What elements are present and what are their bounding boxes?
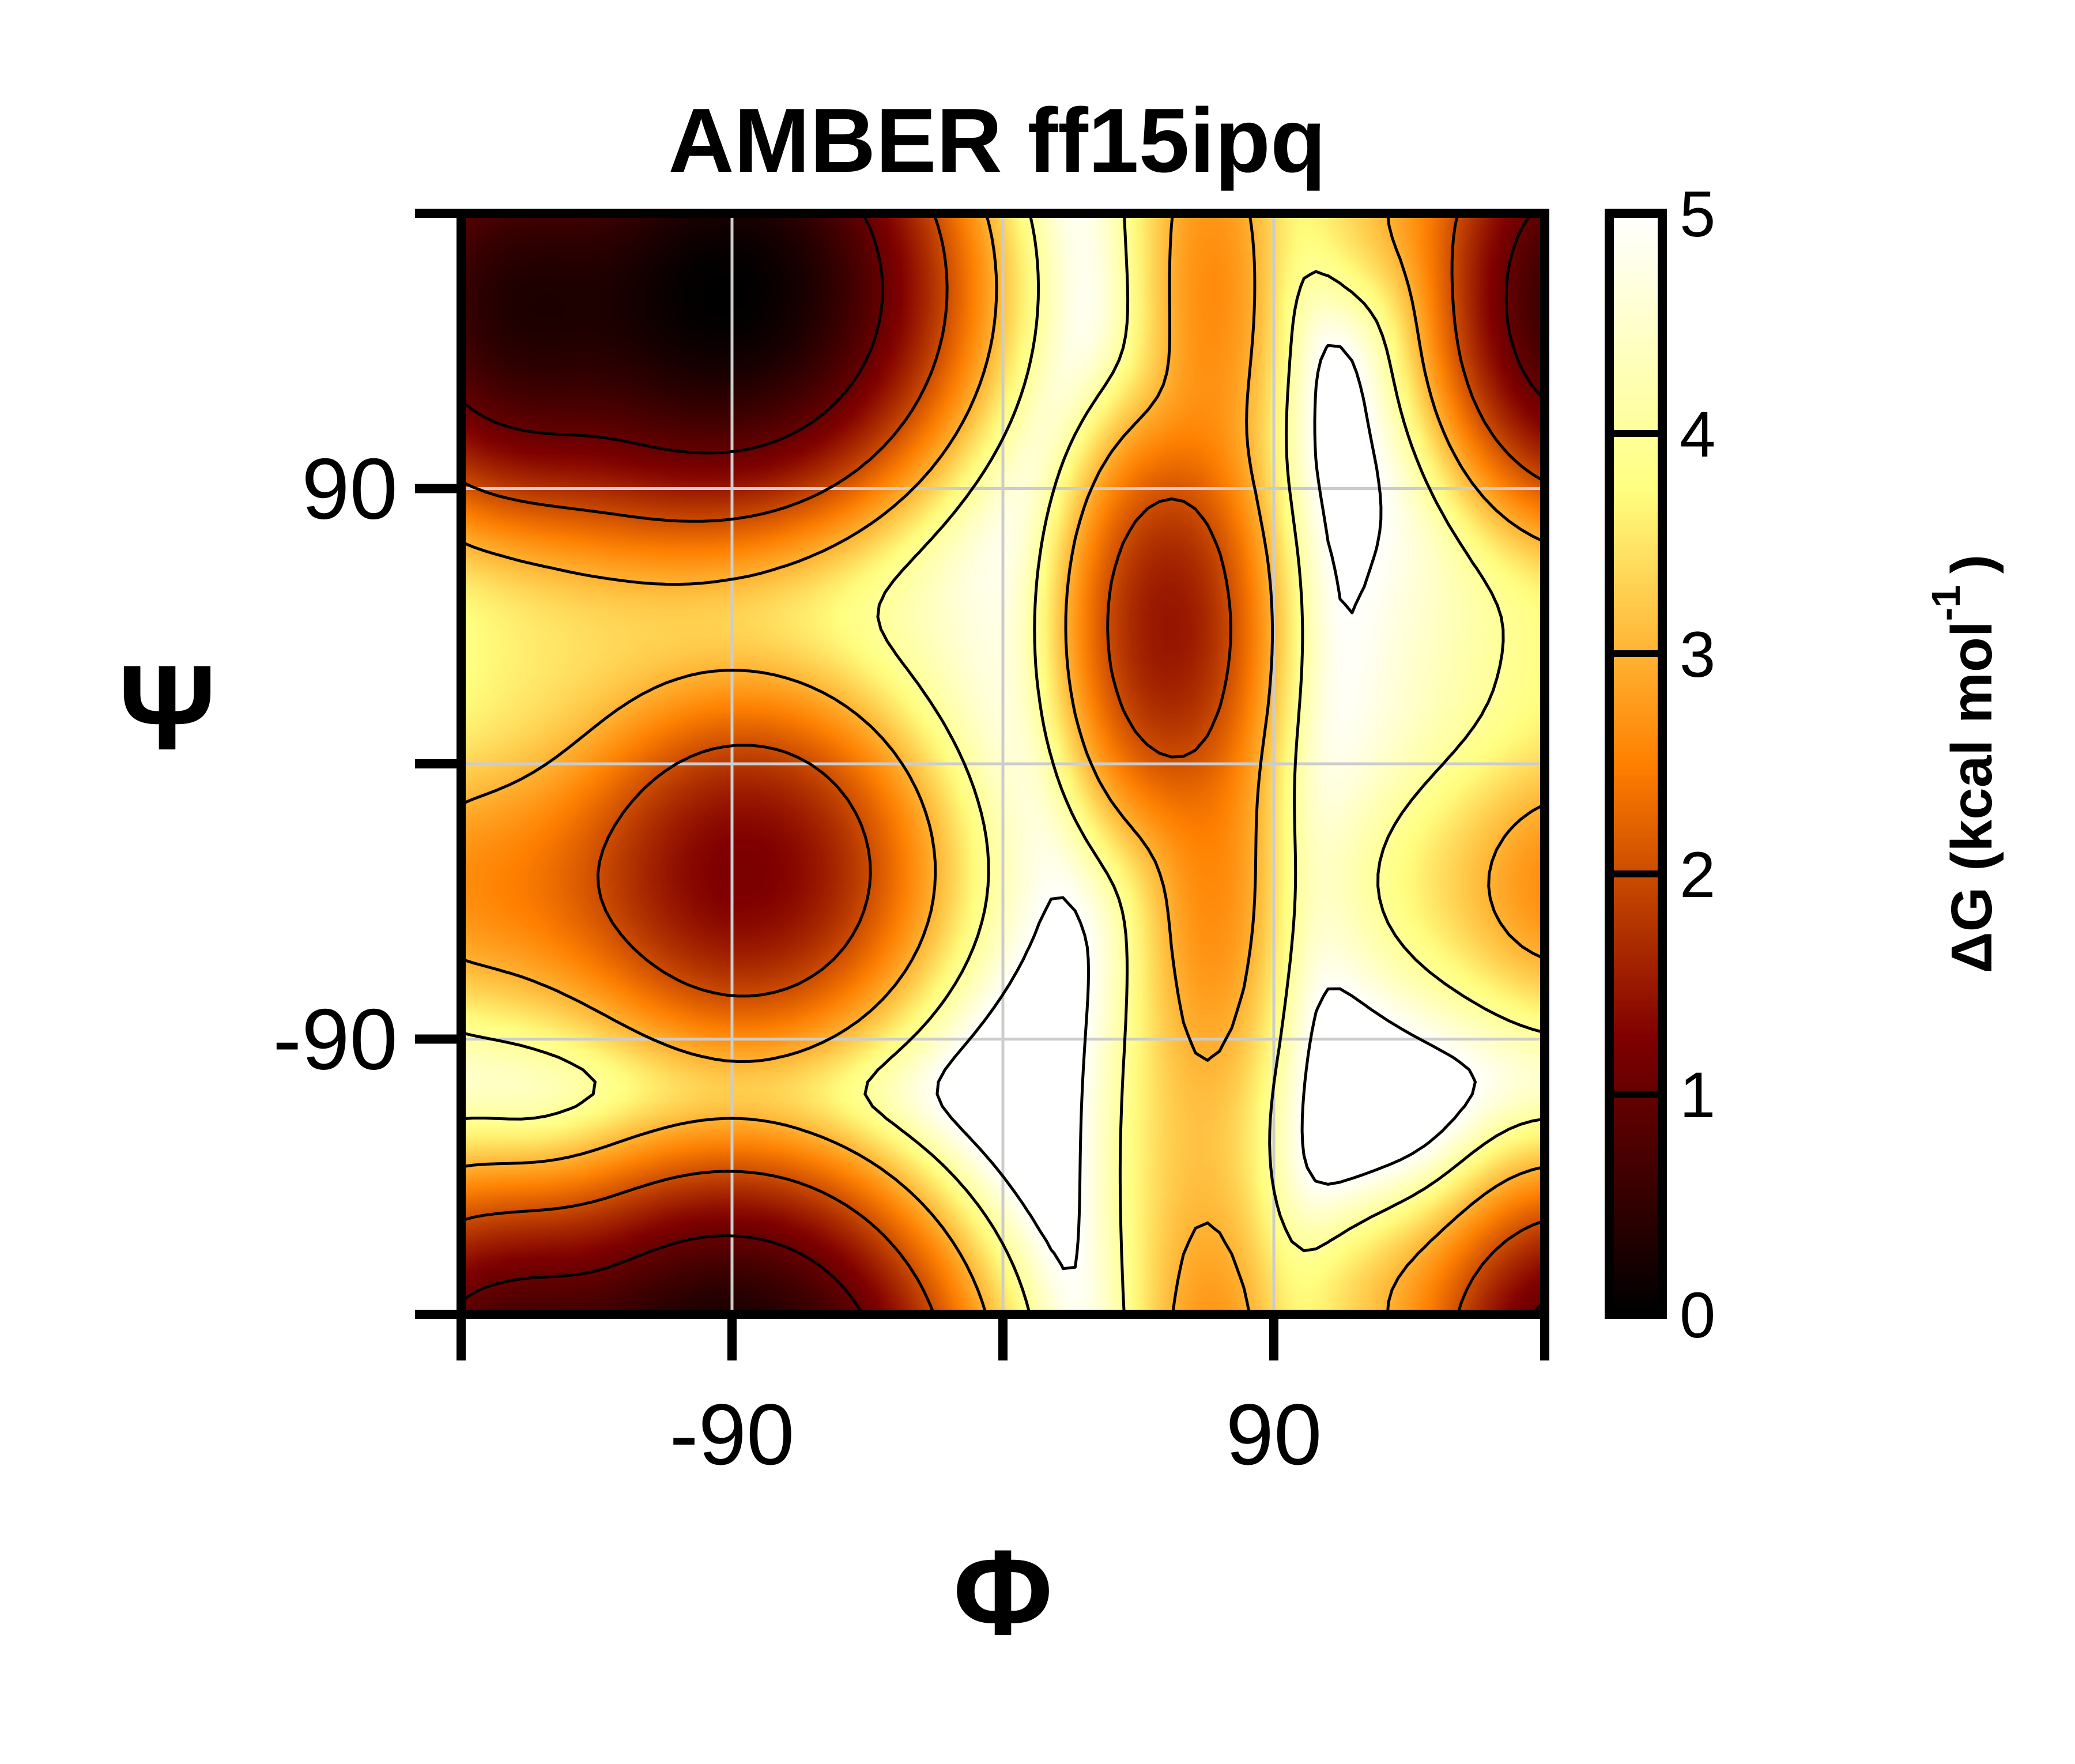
contour-line [459, 212, 1546, 1316]
x-tick-label: 90 [1226, 1386, 1322, 1483]
colorbar-level-lines [1609, 430, 1662, 1098]
x-axis-label: Φ [953, 1525, 1052, 1660]
colorbar-tick-label: 1 [1680, 1059, 1715, 1131]
contour-line [935, 344, 1477, 1271]
y-axis-label: Ψ [118, 640, 216, 775]
colorbar-tick-labels: 0 1 2 3 4 5 [1680, 178, 1715, 1351]
colorbar-label-main: ΔG (kcal mol [1940, 621, 2004, 973]
colorbar: 0 1 2 3 4 5 ΔG (kcal mol-1) [1605, 178, 2004, 1351]
plot-area [456, 209, 1549, 1319]
colorbar-gradient [1609, 213, 1662, 1314]
contour-line [459, 212, 1546, 1316]
colorbar-tick-label: 0 [1680, 1279, 1715, 1351]
colorbar-tick-label: 3 [1680, 619, 1715, 691]
grid-lines [461, 213, 1545, 1314]
y-tick-label: 90 [301, 440, 398, 537]
colorbar-label-superscript: -1 [1923, 585, 1968, 621]
contour-line [459, 212, 1546, 1316]
y-axis-ticks: -90 90 [273, 209, 461, 1319]
contour-lines [459, 212, 1546, 1316]
chart-title: AMBER ff15ipq [668, 90, 1326, 191]
colorbar-tick-label: 2 [1680, 839, 1715, 911]
y-tick-label: -90 [273, 991, 398, 1088]
colorbar-tick-label: 5 [1680, 178, 1715, 250]
colorbar-label-close: ) [1940, 555, 2004, 574]
colorbar-tick-label: 4 [1680, 398, 1715, 470]
x-axis-ticks: -90 90 [456, 1314, 1549, 1483]
colorbar-label: ΔG (kcal mol-1) [1923, 555, 2004, 974]
colorbar-frame [1605, 209, 1667, 1319]
contour-line [459, 212, 1546, 1316]
x-tick-label: -90 [670, 1386, 795, 1483]
